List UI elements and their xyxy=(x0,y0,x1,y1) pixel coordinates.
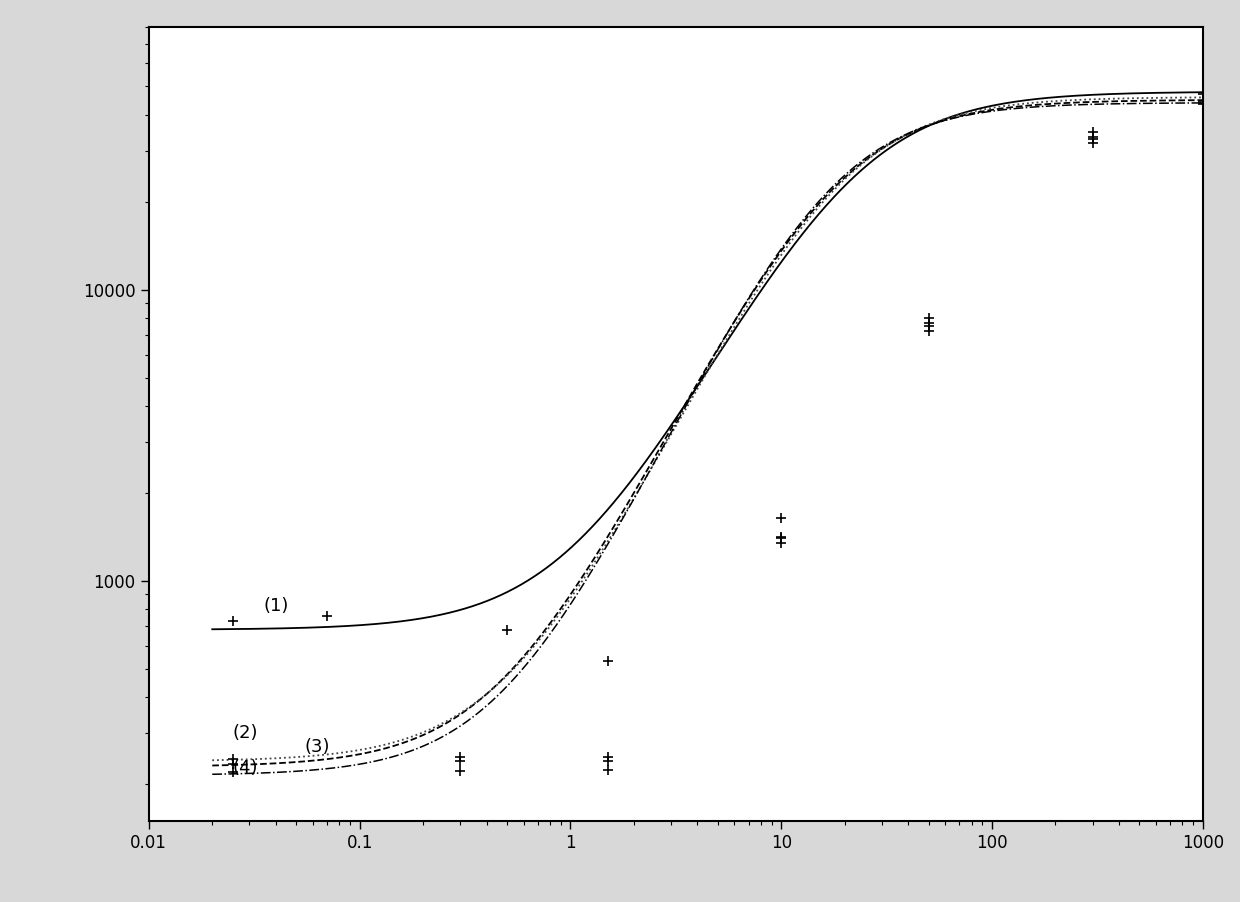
Text: (1): (1) xyxy=(263,597,289,615)
Text: (3): (3) xyxy=(305,738,330,756)
Text: (4): (4) xyxy=(233,759,258,777)
Text: (2): (2) xyxy=(233,724,258,742)
